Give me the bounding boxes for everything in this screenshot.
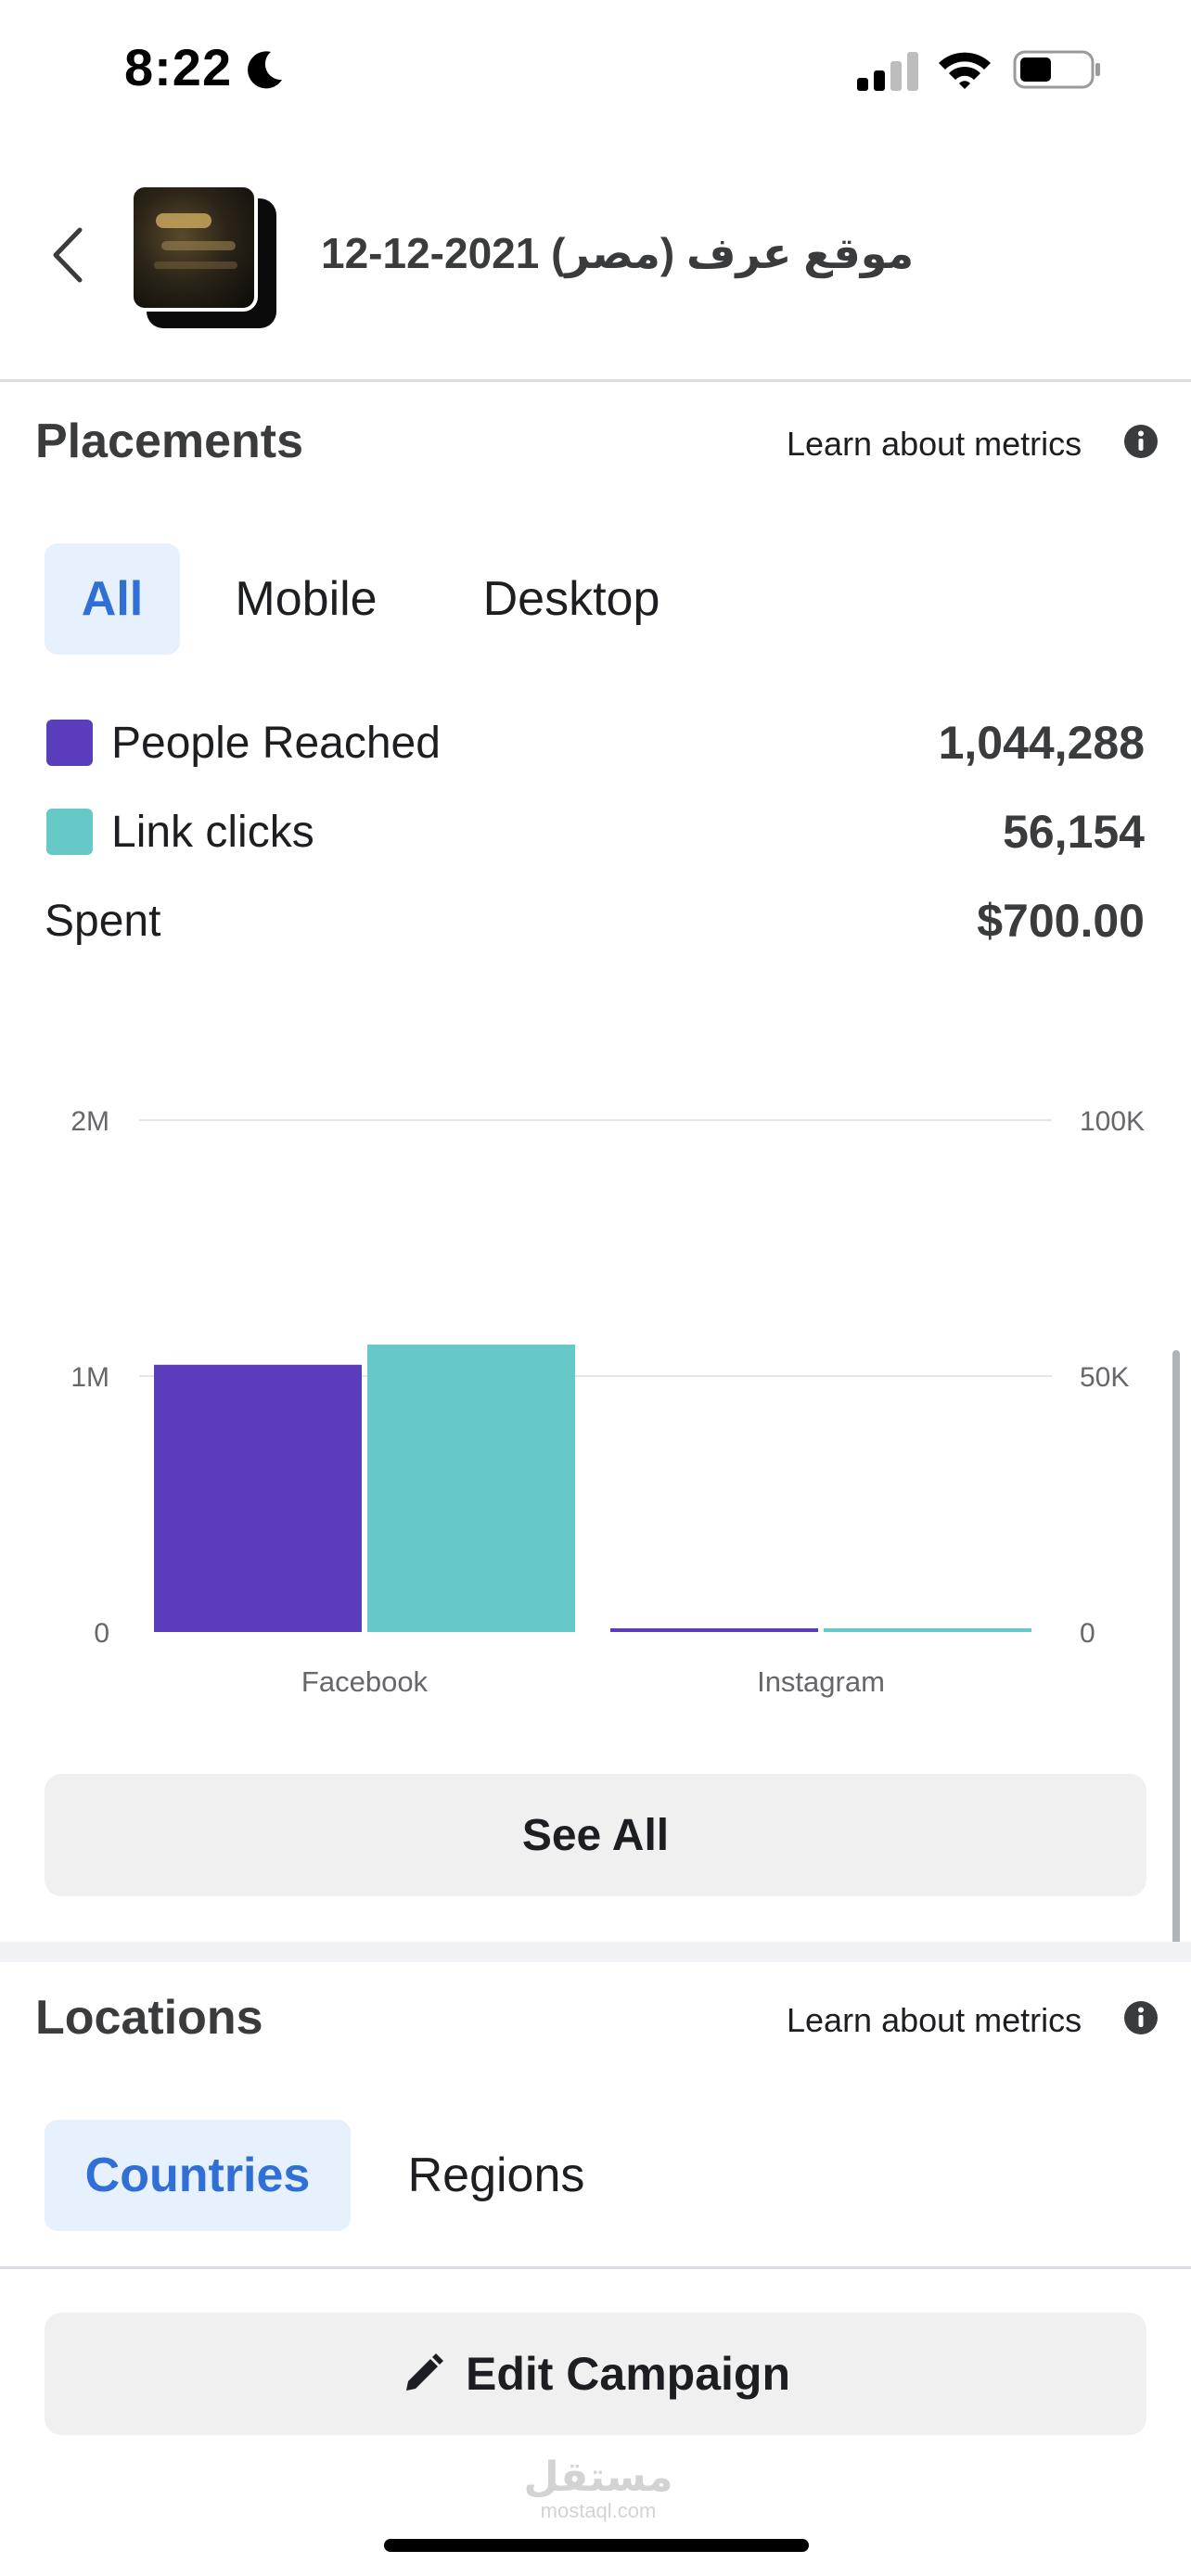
cellular-signal-icon (857, 52, 918, 91)
bottom-divider (0, 2266, 1191, 2269)
people-reached-value: 1,044,288 (938, 717, 1145, 769)
right-axis-tick-label: 50K (1080, 1362, 1129, 1393)
tab-regions[interactable]: Regions (407, 2149, 585, 2202)
info-icon[interactable] (1122, 423, 1159, 460)
link-clicks-value: 56,154 (1003, 806, 1145, 858)
campaign-title: موقع عرف (مصر) 2021-12-12 (321, 229, 915, 277)
thumbnail-image (130, 184, 258, 312)
mostaql-watermark: مستقل mostaql.com (519, 2455, 677, 2530)
right-axis-tick-label: 0 (1080, 1618, 1095, 1649)
spent-value: $700.00 (977, 895, 1145, 947)
see-all-button[interactable]: See All (45, 1774, 1146, 1896)
left-axis-tick-label: 1M (70, 1362, 109, 1393)
bar-people-reached-facebook (154, 1364, 362, 1632)
bar-people-reached-instagram (610, 1628, 818, 1632)
placements-bar-chart: 0 0 1M 50K 2M 100K Facebook Instagram (70, 1106, 1145, 1698)
watermark-latin: mostaql.com (540, 2499, 657, 2522)
tab-mobile[interactable]: Mobile (235, 572, 378, 626)
link-clicks-label: Link clicks (111, 808, 314, 857)
category-label: Facebook (301, 1665, 429, 1698)
battery-icon (1013, 50, 1100, 89)
tab-desktop[interactable]: Desktop (482, 572, 660, 626)
wifi-icon (939, 52, 991, 89)
locations-title: Locations (35, 1991, 263, 2045)
status-time: 8:22 (124, 38, 233, 96)
link-clicks-swatch (46, 809, 93, 855)
locations-learn-link[interactable]: Learn about metrics (787, 2001, 1082, 2039)
spent-label: Spent (45, 897, 161, 946)
edit-campaign-button[interactable]: Edit Campaign (45, 2313, 1146, 2435)
placements-learn-link[interactable]: Learn about metrics (787, 425, 1082, 463)
campaign-header: موقع عرف (مصر) 2021-12-12 (0, 139, 1191, 382)
edit-campaign-label: Edit Campaign (465, 2348, 791, 2400)
bar-link-clicks-facebook (367, 1345, 575, 1632)
pencil-icon (405, 2353, 443, 2391)
section-divider (0, 1942, 1191, 1962)
bar-link-clicks-instagram (824, 1628, 1031, 1632)
home-indicator[interactable] (384, 2539, 809, 2552)
category-label: Instagram (757, 1665, 885, 1698)
placements-title: Placements (35, 414, 304, 468)
chevron-left-icon[interactable] (46, 223, 93, 287)
right-axis-tick-label: 100K (1080, 1106, 1145, 1137)
scrollbar[interactable] (1172, 1350, 1180, 1962)
people-reached-label: People Reached (111, 719, 441, 768)
tab-countries[interactable]: Countries (45, 2120, 351, 2231)
tab-all[interactable]: All (45, 543, 180, 655)
campaign-thumbnail (130, 184, 282, 332)
status-bar: 8:22 (0, 0, 1191, 139)
people-reached-swatch (46, 720, 93, 766)
left-axis-tick-label: 0 (94, 1618, 109, 1649)
moon-icon (248, 51, 282, 89)
left-axis-tick-label: 2M (70, 1106, 109, 1137)
info-icon[interactable] (1122, 1999, 1159, 2036)
watermark-arabic: مستقل (523, 2455, 673, 2500)
